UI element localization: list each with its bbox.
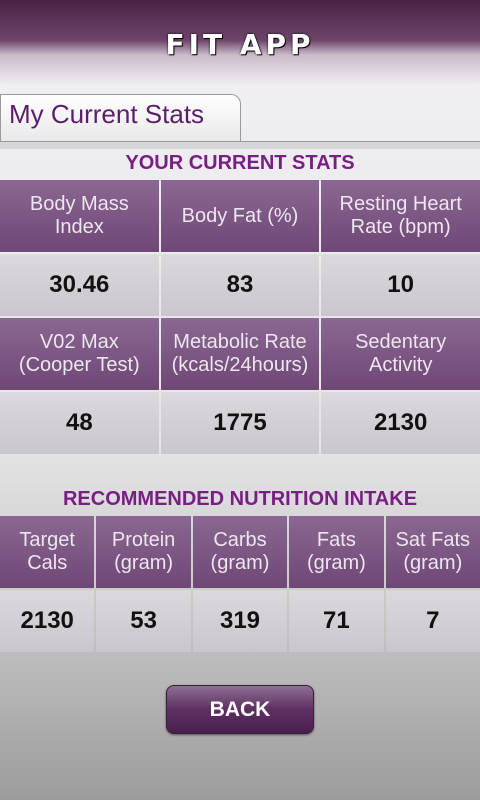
cell-label: Resting Heart Rate (bpm) <box>321 180 480 252</box>
label-line: (gram) <box>403 552 463 574</box>
label-line: Body Fat (%) <box>181 204 299 227</box>
cell-value: 30.46 <box>0 254 159 316</box>
cell-value: 83 <box>160 254 320 316</box>
back-button[interactable]: BACK <box>166 685 314 734</box>
label-line: Carbs <box>213 529 267 551</box>
cell-value: 319 <box>192 590 288 652</box>
cell-label: Sat Fats (gram) <box>385 516 480 588</box>
cell-value: 53 <box>96 590 191 652</box>
label-line: Target <box>19 529 75 551</box>
cell-label: Protein (gram) <box>96 516 191 588</box>
label-line: V02 Max <box>39 331 119 353</box>
label-line: (kcals/24hours) <box>171 354 309 376</box>
cell-value: 7 <box>385 590 480 652</box>
tab[interactable]: My Current Stats <box>0 94 241 142</box>
label-line: Rate (bpm) <box>350 216 451 238</box>
label-line: Index <box>54 216 104 238</box>
label-line: Sedentary <box>355 331 447 353</box>
label-line: Cals <box>27 552 68 574</box>
cell-label: Sedentary Activity <box>321 318 480 390</box>
cell-value: 2130 <box>321 392 480 454</box>
label-line: Body Mass <box>29 193 129 215</box>
cell-label: Body Fat (%) <box>160 180 320 252</box>
cell-label: Carbs (gram) <box>192 516 288 588</box>
label-line: Protein <box>111 529 176 551</box>
cell-value: 10 <box>321 254 480 316</box>
section-title: RECOMMENDED NUTRITION INTAKE <box>62 488 418 510</box>
cell-label: Target Cals <box>0 516 95 588</box>
cell-label: Body Mass Index <box>0 180 159 252</box>
label-line: Activity <box>368 354 433 376</box>
cell-value: 48 <box>0 392 159 454</box>
cell-label: Fats (gram) <box>289 516 384 588</box>
cell-label: V02 Max (Cooper Test) <box>0 318 159 390</box>
label-line: Fats <box>316 529 356 551</box>
cell-label: Metabolic Rate (kcals/24hours) <box>160 318 320 390</box>
header-bar <box>0 0 480 88</box>
tab-underline <box>0 141 480 149</box>
label-line: Sat Fats <box>395 529 471 551</box>
section-title: YOUR CURRENT STATS <box>125 152 355 174</box>
label-line: (gram) <box>306 552 366 574</box>
app-title: FIT APP <box>165 28 315 61</box>
label-line: Metabolic Rate <box>173 331 307 353</box>
label-line: Resting Heart <box>339 193 462 215</box>
cell-value: 1775 <box>160 392 320 454</box>
label-line: (gram) <box>210 552 270 574</box>
cell-value: 2130 <box>0 590 95 652</box>
label-line: (Cooper Test) <box>18 354 140 376</box>
cell-value: 71 <box>289 590 384 652</box>
label-line: (gram) <box>114 552 174 574</box>
